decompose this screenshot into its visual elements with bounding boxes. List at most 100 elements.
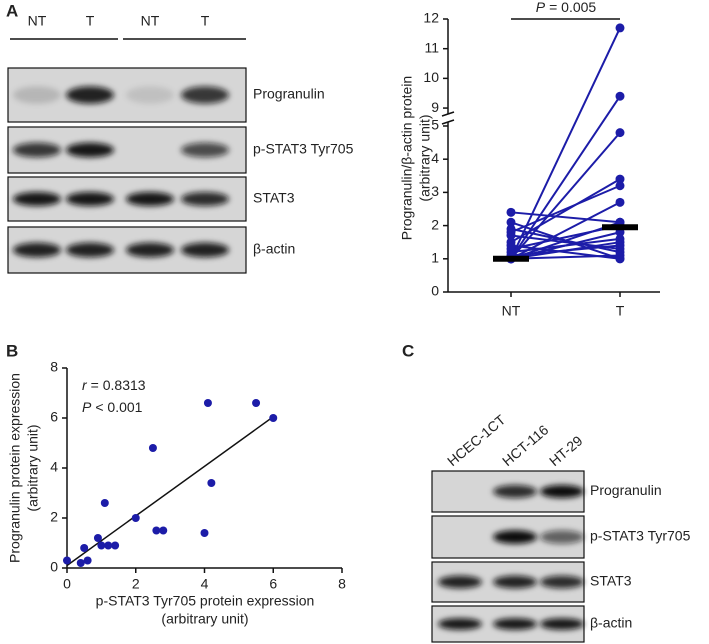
y-axis-label: (arbitrary unit) [25,424,41,511]
pair-line [510,221,621,260]
y-tick-label: 2 [50,509,58,525]
lane-label: HCT-116 [499,421,552,469]
lane-label: HT-29 [546,432,586,469]
band [493,530,537,544]
panel-label: C [402,341,414,360]
annotation-symbol: r [82,377,88,393]
point [152,526,161,535]
band [181,142,229,158]
pair-line [510,211,621,224]
point [148,444,157,452]
point [83,556,92,565]
y-tick-label: 1 [431,250,439,266]
point [159,526,168,535]
point [506,217,516,227]
point [76,559,85,567]
x-tick-label: 8 [338,576,346,592]
band [540,618,584,630]
pair-line [510,184,621,234]
row-label: p-STAT3 Tyr705 [590,528,691,544]
y-tick-label: 11 [424,39,439,55]
y-axis-label: Progranulin protein expression [7,373,23,563]
y-tick-label: 9 [431,99,439,115]
annotation-text: = 0.005 [549,0,596,15]
band [126,242,174,258]
pair-line [510,27,621,260]
y-axis-label: (arbitrary unit) [417,114,433,201]
annotation-text: = 0.8313 [91,377,146,393]
band [13,191,61,207]
point [203,399,212,407]
pair-line [510,95,621,260]
x-tick-label: 0 [63,576,71,592]
point [200,529,209,537]
point [506,241,516,251]
annotation-symbol: P [82,399,92,415]
y-tick-label: 12 [423,10,439,26]
y-tick-label: 5 [431,117,439,133]
band [540,530,584,544]
point [615,254,625,264]
band [181,86,229,104]
point [506,231,516,241]
band [66,142,114,158]
band [181,191,229,207]
band [126,191,174,207]
band [66,86,114,104]
band [540,484,584,499]
y-tick-label: 3 [431,183,439,199]
y-tick-label: 4 [431,150,439,166]
break-mark [441,111,455,117]
point [615,23,625,33]
lane-label: T [86,13,95,29]
y-axis-label: Progranulin/β-actin protein [399,76,415,240]
lane-label: NT [141,13,160,29]
x-tick-label: 6 [269,576,277,592]
annotation: P < 0.001 [82,399,143,415]
band [438,618,482,630]
y-tick-label: 4 [50,459,58,475]
band [66,191,114,207]
point [104,541,113,550]
point [506,207,516,217]
annotation-symbol: P [536,0,546,15]
panel-label: B [6,341,18,360]
band [181,242,229,258]
row-label: STAT3 [590,573,632,589]
point [131,514,140,522]
point [269,414,278,422]
row-label: p-STAT3 Tyr705 [253,141,354,157]
row-label: β-actin [590,615,632,631]
pair-line [510,244,621,260]
band [13,242,61,258]
band [13,142,61,158]
point [506,224,516,234]
lane-label: NT [28,13,47,29]
x-tick-label: T [616,303,625,319]
y-tick-label: 2 [431,216,439,232]
x-tick-label: 4 [201,576,209,592]
x-tick-label: NT [502,303,521,319]
band [493,618,537,630]
point [615,91,625,101]
point [80,544,89,552]
annotation-text: < 0.001 [95,399,142,415]
lane-label: HCEC-1CT [444,411,509,469]
point [97,541,106,550]
band [13,86,61,104]
point [615,181,625,191]
row-label: Progranulin [590,482,662,498]
band [493,575,537,589]
point [63,556,71,565]
pair-line [510,244,621,257]
point [615,128,625,138]
row-label: STAT3 [253,190,295,206]
point [615,174,625,184]
y-tick-label: 0 [50,559,58,575]
pair-line [510,237,621,254]
annotation: P = 0.005 [536,0,597,15]
band [493,484,537,499]
y-tick-label: 6 [50,409,58,425]
band [540,575,584,589]
